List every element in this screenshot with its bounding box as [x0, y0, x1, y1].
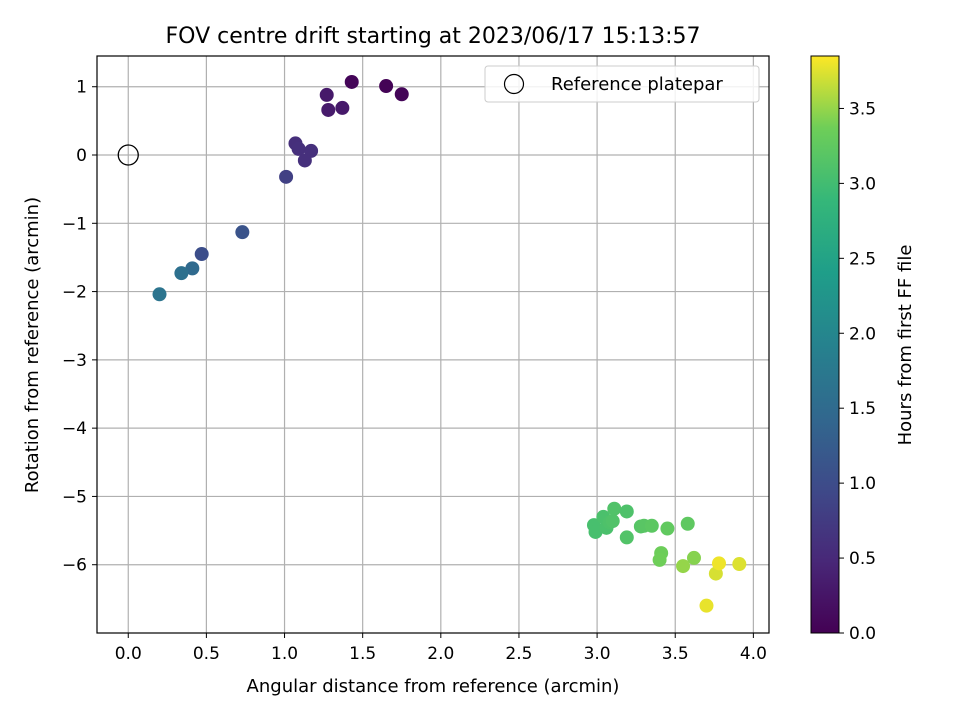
x-tick-label: 3.5: [662, 644, 689, 664]
colorbar-tick-label: 2.5: [849, 249, 876, 269]
scatter-point: [652, 552, 667, 567]
scatter-point: [644, 518, 659, 533]
y-axis-label: Rotation from reference (arcmin): [22, 197, 43, 493]
scatter-point: [732, 557, 747, 572]
colorbar-tick-label: 2.0: [849, 324, 876, 344]
plot-frame: [96, 55, 770, 634]
reference-platepar-point: [117, 144, 139, 166]
y-tick-label: 1: [76, 78, 87, 98]
x-tick-label: 1.0: [271, 644, 298, 664]
y-tick-label: −1: [62, 214, 87, 234]
y-tick-label: −5: [62, 487, 87, 507]
x-axis-ticks: 0.0 0.5 1.0 1.5 2.0 2.5 3.0 3.5 4.0: [115, 633, 767, 664]
scatter-point: [588, 524, 603, 539]
colorbar-ticks: 0.0 0.5 1.0 1.5 2.0 2.5 3.0 3.5: [839, 99, 876, 644]
scatter-point: [279, 169, 294, 184]
colorbar-gradient: [811, 56, 839, 633]
x-tick-label: 4.0: [740, 644, 767, 664]
colorbar-tick-label: 3.5: [849, 99, 876, 119]
scatter-point: [686, 550, 701, 565]
data-points: [152, 74, 747, 613]
scatter-point: [619, 530, 634, 545]
colorbar-tick-label: 3.0: [849, 174, 876, 194]
reference-marker: [117, 144, 139, 166]
scatter-point: [297, 153, 312, 168]
scatter-point: [699, 598, 714, 613]
x-axis-label: Angular distance from reference (arcmin): [247, 676, 620, 697]
y-tick-label: −3: [62, 351, 87, 371]
legend: Reference platepar: [484, 65, 760, 103]
scatter-point: [319, 87, 334, 102]
x-tick-label: 3.0: [584, 644, 611, 664]
scatter-point: [394, 87, 409, 102]
scatter-point: [680, 516, 695, 531]
scatter-point: [321, 102, 336, 117]
scatter-point: [194, 247, 209, 262]
x-tick-label: 2.5: [505, 644, 532, 664]
colorbar-tick-label: 1.5: [849, 399, 876, 419]
legend-box: [484, 65, 760, 103]
y-tick-label: −4: [62, 419, 87, 439]
colorbar-frame: [810, 55, 840, 634]
legend-marker-open-circle: [503, 73, 525, 95]
scatter-point: [235, 225, 250, 240]
colorbar-label: Hours from first FF file: [895, 245, 916, 446]
scatter-point: [344, 74, 359, 89]
scatter-point: [676, 559, 691, 574]
colorbar-tick-label: 0.5: [849, 549, 876, 569]
legend-label-reference-platepar: Reference platepar: [551, 74, 723, 95]
scatter-point: [605, 514, 620, 529]
scatter-point: [174, 266, 189, 281]
scatter-point: [291, 141, 306, 156]
scatter-point: [660, 521, 675, 536]
scatter-point: [152, 287, 167, 302]
scatter-point: [379, 79, 394, 94]
colorbar-tick-label: 0.0: [849, 624, 876, 644]
x-tick-label: 0.0: [115, 644, 142, 664]
x-tick-label: 1.5: [349, 644, 376, 664]
chart-title: FOV centre drift starting at 2023/06/17 …: [166, 24, 701, 49]
scatter-point: [711, 556, 726, 571]
x-tick-label: 0.5: [193, 644, 220, 664]
grid-lines: [97, 56, 769, 633]
y-tick-label: −6: [62, 556, 87, 576]
x-tick-label: 2.0: [427, 644, 454, 664]
y-tick-label: −2: [62, 283, 87, 303]
scatter-point: [185, 261, 200, 276]
scatter-point: [607, 501, 622, 516]
scatter-point: [619, 504, 634, 519]
y-axis-ticks: 1 0 −1 −2 −3 −4 −5 −6: [62, 78, 97, 576]
colorbar-tick-label: 1.0: [849, 474, 876, 494]
colorbar: 0.0 0.5 1.0 1.5 2.0 2.5 3.0 3.5 Hours from firs…: [810, 55, 916, 644]
scatter-point: [335, 100, 350, 115]
y-tick-label: 0: [76, 146, 87, 166]
